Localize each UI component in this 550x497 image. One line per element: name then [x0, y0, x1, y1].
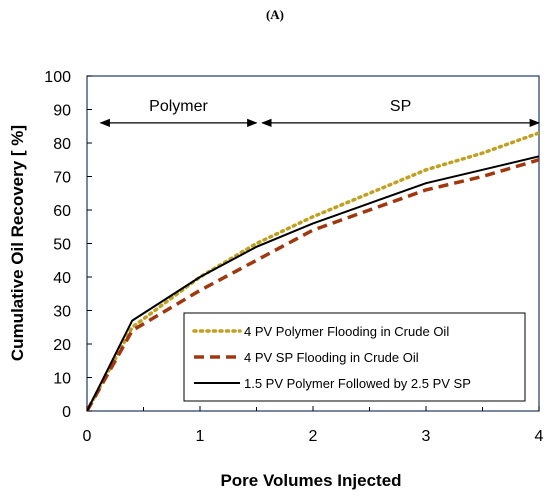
legend-label-2: 4 PV SP Flooding in Crude Oil [244, 350, 419, 365]
legend-label-3: 1.5 PV Polymer Followed by 2.5 PV SP [244, 376, 471, 391]
y-tick-label: 30 [53, 304, 71, 321]
x-axis-title: Pore Volumes Injected [220, 471, 401, 490]
annotations: Polymer SP [99, 98, 541, 128]
y-tick-label: 70 [53, 170, 71, 187]
series-line-2 [87, 158, 539, 411]
y-axis: 0 10 20 30 40 50 60 70 80 90 100 [44, 69, 92, 421]
x-tick-label: 2 [309, 428, 318, 445]
y-tick-label: 40 [53, 270, 71, 287]
panel-label: (A) [266, 7, 284, 22]
y-tick-label: 90 [53, 103, 71, 120]
x-axis: 0 1 2 3 4 [83, 406, 544, 445]
x-tick-label: 0 [83, 428, 92, 445]
y-axis-title: Cumulative Oil Recovery [ %] [8, 125, 27, 361]
x-tick-label: 3 [422, 428, 431, 445]
legend: 4 PV Polymer Flooding in Crude Oil 4 PV S… [183, 312, 526, 402]
y-tick-label: 80 [53, 136, 71, 153]
series-group [87, 131, 539, 411]
x-tick-label: 1 [196, 428, 205, 445]
legend-box [183, 312, 526, 402]
range-label: SP [390, 98, 411, 115]
y-tick-label: 0 [62, 404, 71, 421]
legend-label-1: 4 PV Polymer Flooding in Crude Oil [244, 324, 449, 339]
range-label: Polymer [149, 98, 208, 115]
y-tick-label: 20 [53, 337, 71, 354]
y-tick-label: 60 [53, 203, 71, 220]
y-tick-label: 50 [53, 237, 71, 254]
series-line-1 [87, 131, 539, 411]
y-tick-label: 100 [44, 69, 71, 86]
y-tick-label: 10 [53, 371, 71, 388]
x-tick-label: 4 [535, 428, 544, 445]
series-line-3 [87, 155, 539, 411]
